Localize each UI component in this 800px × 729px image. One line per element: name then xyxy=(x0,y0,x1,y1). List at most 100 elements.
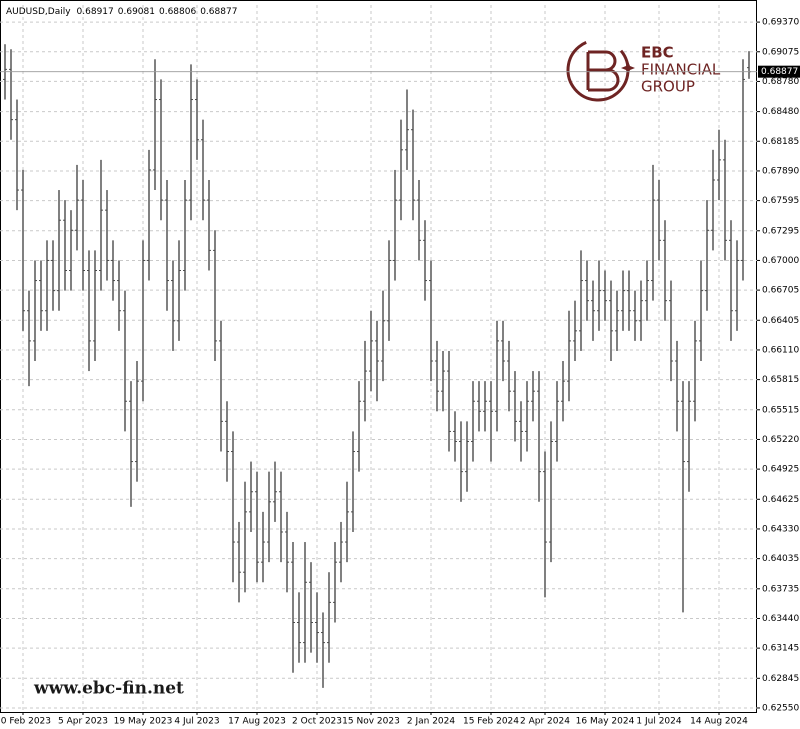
ohlc-bar xyxy=(735,240,739,331)
ohlc-bar xyxy=(603,270,607,321)
ohlc-bar xyxy=(99,159,103,291)
grid xyxy=(0,5,757,712)
ohlc-bar xyxy=(495,320,499,432)
ohlc-bar xyxy=(579,250,583,351)
ohlc-bar xyxy=(483,381,487,432)
y-tick-label: 0.67295 xyxy=(762,226,799,236)
ohlc-bar xyxy=(591,280,595,341)
ohlc-bar xyxy=(285,511,289,593)
ohlc-bar xyxy=(507,340,511,412)
ohlc-bar xyxy=(423,220,427,301)
ohlc-bar xyxy=(177,240,181,341)
ohlc-bar xyxy=(525,381,529,452)
ohlc-bar xyxy=(441,350,445,412)
symbol: AUDUSD,Daily xyxy=(6,7,71,17)
ohlc-bar xyxy=(501,320,505,382)
ohlc-bar xyxy=(117,260,121,331)
ohlc-bar xyxy=(207,179,211,271)
ohlc-bar xyxy=(231,431,235,583)
ohlc-bar xyxy=(717,129,721,201)
y-tick-label: 0.68780 xyxy=(762,77,799,87)
y-tick-label: 0.63735 xyxy=(762,584,799,594)
ohlc-bar xyxy=(399,119,403,221)
ohlc-bar xyxy=(297,592,301,663)
current-price-label: 0.68877 xyxy=(761,67,798,77)
ohlc-bar xyxy=(111,240,115,301)
ohlc-bar xyxy=(633,290,637,341)
ohlc-bar xyxy=(447,350,451,452)
ohlc-bar xyxy=(147,149,151,281)
ohlc-bar xyxy=(237,521,241,603)
x-tick-label: 2 Jan 2024 xyxy=(407,717,455,727)
ohlc-bar xyxy=(81,179,85,291)
header-high: 0.69081 xyxy=(118,7,155,17)
ohlc-bar xyxy=(369,310,373,392)
y-tick-label: 0.63440 xyxy=(762,614,799,624)
x-tick-label: 2 Oct 2023 xyxy=(292,717,342,727)
x-tick-label: 16 May 2024 xyxy=(576,717,635,727)
y-tick-label: 0.63145 xyxy=(762,644,799,654)
ohlc-bar xyxy=(681,381,685,613)
logo-brand: EBC xyxy=(641,44,674,62)
ohlc-bar xyxy=(741,59,745,281)
ohlc-bar xyxy=(243,481,247,593)
ohlc-bar xyxy=(153,59,157,191)
ohlc-bar xyxy=(141,240,145,402)
x-tick-label: 4 Jul 2023 xyxy=(174,717,219,727)
ohlc-bar xyxy=(15,99,19,211)
logo-star xyxy=(621,61,635,75)
ohlc-bar xyxy=(405,89,409,170)
ohlc-bar xyxy=(543,451,547,598)
logo-line1: FINANCIAL xyxy=(641,61,721,79)
logo-glyph xyxy=(586,50,620,92)
y-tick-label: 0.65515 xyxy=(762,405,799,415)
chart-header: AUDUSD,Daily 0.68917 0.69081 0.68806 0.68877 xyxy=(6,7,237,17)
y-tick-label: 0.64925 xyxy=(762,465,799,475)
y-tick-label: 0.68480 xyxy=(762,107,799,117)
ohlc-bar xyxy=(471,381,475,462)
ohlc-bar xyxy=(309,562,313,653)
ohlc-bar xyxy=(489,381,493,462)
ohlc-bar xyxy=(609,280,613,362)
ohlc-bar xyxy=(105,190,109,281)
ohlc-bar xyxy=(357,381,361,472)
ohlc-bar xyxy=(393,169,397,281)
x-tick-label: 19 May 2023 xyxy=(114,717,173,727)
ohlc-bar xyxy=(93,250,97,362)
y-tick-label: 0.65220 xyxy=(762,435,799,445)
ohlc-bar xyxy=(213,230,217,362)
axes: 0.69370 0.69075 0.68780 0.68480 0.68185 0.678… xyxy=(0,18,800,727)
ohlc-bar xyxy=(267,471,271,563)
ohlc-bar xyxy=(519,401,523,462)
x-tick-label: 15 Feb 2024 xyxy=(463,717,519,727)
y-tick-label: 0.62550 xyxy=(762,703,799,713)
ohlc-bar xyxy=(711,149,715,251)
y-tick-label: 0.67890 xyxy=(762,166,799,176)
ohlc-bar xyxy=(261,511,265,583)
x-tick-label: 17 Aug 2023 xyxy=(228,717,286,727)
ohlc-bar xyxy=(381,290,385,382)
ohlc-bar xyxy=(33,260,37,362)
ohlc-bar xyxy=(339,521,343,583)
ohlc-bar xyxy=(57,190,61,311)
ohlc-bar xyxy=(561,361,565,422)
ohlc-bar xyxy=(417,179,421,261)
y-tick-label: 0.66405 xyxy=(762,316,799,326)
y-tick-label: 0.62845 xyxy=(762,674,799,684)
y-tick-label: 0.67000 xyxy=(762,256,799,266)
header-close: 0.68877 xyxy=(200,7,237,17)
ohlc-bar xyxy=(201,119,205,221)
x-tick-label: 14 Aug 2024 xyxy=(690,717,748,727)
ohlc-bar xyxy=(75,164,79,251)
ohlc-bar xyxy=(21,169,25,331)
ohlc-bar xyxy=(129,381,133,507)
ohlc-bar xyxy=(729,220,733,341)
ohlc-bar xyxy=(345,481,349,563)
ohlc-bar xyxy=(333,542,337,623)
ohlc-bar xyxy=(387,240,391,341)
ohlc-bar xyxy=(459,421,463,502)
ohlc-bar xyxy=(159,79,163,221)
ohlc-bar xyxy=(465,421,469,492)
ohlc-bar xyxy=(567,310,571,402)
